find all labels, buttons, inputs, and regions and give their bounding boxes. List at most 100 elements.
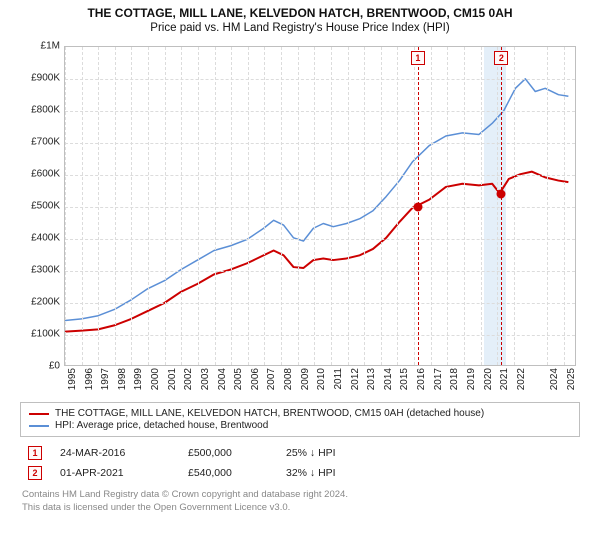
marker-dot [497,190,506,199]
gridline-v [331,47,332,365]
marker-delta: 32% ↓ HPI [286,467,396,479]
marker-price: £500,000 [188,447,268,459]
gridline-v [98,47,99,365]
x-tick-label: 2017 [433,368,444,390]
legend: THE COTTAGE, MILL LANE, KELVEDON HATCH, … [20,402,580,437]
gridline-h [65,303,575,304]
x-tick-label: 2001 [167,368,178,390]
marker-date: 24-MAR-2016 [60,447,170,459]
y-tick-label: £100K [20,329,60,340]
x-tick-label: 2002 [183,368,194,390]
x-tick-label: 2009 [300,368,311,390]
gridline-h [65,143,575,144]
y-tick-label: £800K [20,105,60,116]
gridline-v [231,47,232,365]
x-tick-label: 2013 [366,368,377,390]
footer-license: This data is licensed under the Open Gov… [22,502,578,514]
y-tick-label: £400K [20,233,60,244]
legend-item: THE COTTAGE, MILL LANE, KELVEDON HATCH, … [29,408,571,419]
y-tick-label: £200K [20,297,60,308]
x-tick-label: 2000 [150,368,161,390]
marker-badge: 1 [411,51,425,65]
footer-copyright: Contains HM Land Registry data © Crown c… [22,489,578,501]
plot-region: 12 [64,46,576,366]
x-tick-label: 2003 [200,368,211,390]
gridline-h [65,175,575,176]
gridline-v [115,47,116,365]
gridline-v [181,47,182,365]
legend-swatch [29,413,49,415]
x-tick-label: 2016 [416,368,427,390]
series-property [65,172,568,332]
x-tick-label: 2011 [333,368,344,390]
x-tick-label: 2010 [316,368,327,390]
gridline-v [264,47,265,365]
chart-title: THE COTTAGE, MILL LANE, KELVEDON HATCH, … [10,6,590,20]
chart-lines [65,47,575,365]
gridline-h [65,207,575,208]
marker-price: £540,000 [188,467,268,479]
x-tick-label: 2014 [383,368,394,390]
gridline-v [131,47,132,365]
gridline-v [514,47,515,365]
x-tick-label: 2008 [283,368,294,390]
x-tick-label: 1998 [117,368,128,390]
legend-swatch [29,425,49,427]
gridline-h [65,335,575,336]
x-tick-label: 1996 [84,368,95,390]
gridline-v [215,47,216,365]
gridline-v [348,47,349,365]
gridline-v [547,47,548,365]
marker-row: 2 01-APR-2021 £540,000 32% ↓ HPI [20,463,580,483]
x-tick-label: 2015 [399,368,410,390]
gridline-v [148,47,149,365]
x-tick-label: 2024 [549,368,560,390]
series-hpi [65,79,568,321]
x-tick-label: 2018 [449,368,460,390]
gridline-v [497,47,498,365]
x-tick-label: 2007 [266,368,277,390]
marker-badge: 2 [494,51,508,65]
gridline-h [65,79,575,80]
gridline-v [397,47,398,365]
gridline-v [364,47,365,365]
footer: Contains HM Land Registry data © Crown c… [20,489,580,515]
gridline-v [165,47,166,365]
gridline-v [314,47,315,365]
gridline-v [564,47,565,365]
gridline-v [431,47,432,365]
x-tick-label: 2012 [350,368,361,390]
legend-label: HPI: Average price, detached house, Bren… [55,420,268,431]
gridline-v [447,47,448,365]
gridline-v [464,47,465,365]
x-tick-label: 1999 [133,368,144,390]
gridline-v [481,47,482,365]
gridline-v [198,47,199,365]
x-axis-ticks: 1995199619971998199920002001200220032004… [64,368,576,396]
x-tick-label: 2020 [483,368,494,390]
gridline-v [82,47,83,365]
marker-badge: 1 [28,446,42,460]
gridline-v [65,47,66,365]
y-tick-label: £1M [20,41,60,52]
marker-badge: 2 [28,466,42,480]
y-tick-label: £0 [20,361,60,372]
x-tick-label: 2021 [499,368,510,390]
gridline-v [248,47,249,365]
marker-line [501,47,502,365]
y-tick-label: £500K [20,201,60,212]
gridline-v [298,47,299,365]
marker-dot [413,203,422,212]
legend-item: HPI: Average price, detached house, Bren… [29,420,571,431]
y-tick-label: £900K [20,73,60,84]
y-tick-label: £700K [20,137,60,148]
x-tick-label: 2004 [217,368,228,390]
gridline-h [65,271,575,272]
x-tick-label: 2022 [516,368,527,390]
x-tick-label: 2019 [466,368,477,390]
x-tick-label: 1995 [67,368,78,390]
marker-date: 01-APR-2021 [60,467,170,479]
chart-subtitle: Price paid vs. HM Land Registry's House … [10,22,590,34]
gridline-h [65,239,575,240]
marker-row: 1 24-MAR-2016 £500,000 25% ↓ HPI [20,443,580,463]
